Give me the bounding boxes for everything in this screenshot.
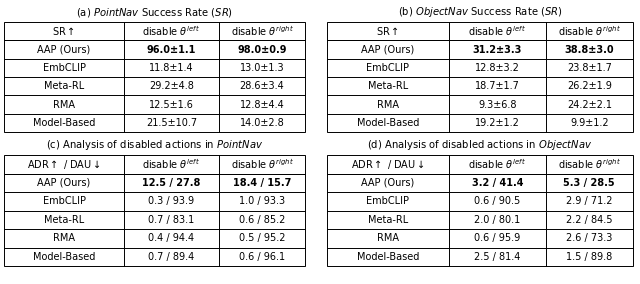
Text: Meta-RL: Meta-RL — [44, 81, 84, 91]
Text: 12.8±4.4: 12.8±4.4 — [239, 99, 284, 110]
Text: 12.5±1.6: 12.5±1.6 — [149, 99, 194, 110]
Text: 31.2±3.3: 31.2±3.3 — [472, 45, 522, 55]
Text: Model-Based: Model-Based — [33, 252, 95, 262]
Text: (d) Analysis of disabled actions in $\it{ObjectNav}$: (d) Analysis of disabled actions in $\it… — [367, 138, 593, 152]
Text: AAP (Ours): AAP (Ours) — [37, 45, 91, 55]
Text: 0.6 / 85.2: 0.6 / 85.2 — [239, 215, 285, 225]
Text: AAP (Ours): AAP (Ours) — [362, 45, 415, 55]
Text: RMA: RMA — [377, 233, 399, 243]
Text: 2.0 / 80.1: 2.0 / 80.1 — [474, 215, 520, 225]
Text: ADR$\uparrow$ / DAU$\downarrow$: ADR$\uparrow$ / DAU$\downarrow$ — [27, 158, 101, 171]
Text: 19.2±1.2: 19.2±1.2 — [475, 118, 520, 128]
Text: 12.5 / 27.8: 12.5 / 27.8 — [142, 178, 201, 188]
Text: (a) $\it{PointNav}$ Success Rate ($\it{SR}$): (a) $\it{PointNav}$ Success Rate ($\it{S… — [76, 6, 233, 19]
Text: 1.5 / 89.8: 1.5 / 89.8 — [566, 252, 612, 262]
Text: 9.9±1.2: 9.9±1.2 — [570, 118, 609, 128]
Text: Model-Based: Model-Based — [357, 118, 419, 128]
Text: 0.6 / 96.1: 0.6 / 96.1 — [239, 252, 285, 262]
Text: 29.2±4.8: 29.2±4.8 — [149, 81, 194, 91]
Text: 24.2±2.1: 24.2±2.1 — [567, 99, 612, 110]
Text: 2.2 / 84.5: 2.2 / 84.5 — [566, 215, 612, 225]
Text: 0.6 / 90.5: 0.6 / 90.5 — [474, 196, 520, 206]
Text: 2.9 / 71.2: 2.9 / 71.2 — [566, 196, 612, 206]
Text: 1.0 / 93.3: 1.0 / 93.3 — [239, 196, 285, 206]
Text: 21.5±10.7: 21.5±10.7 — [146, 118, 197, 128]
Text: EmbCLIP: EmbCLIP — [42, 196, 86, 206]
Text: (c) Analysis of disabled actions in $\it{PointNav}$: (c) Analysis of disabled actions in $\it… — [46, 138, 263, 152]
Text: 9.3±6.8: 9.3±6.8 — [478, 99, 516, 110]
Text: 0.7 / 89.4: 0.7 / 89.4 — [148, 252, 195, 262]
Text: RMA: RMA — [53, 233, 75, 243]
Text: disable $\theta^{right}$: disable $\theta^{right}$ — [230, 157, 294, 171]
Text: disable $\theta^{left}$: disable $\theta^{left}$ — [143, 24, 200, 38]
Text: 5.3 / 28.5: 5.3 / 28.5 — [563, 178, 615, 188]
Text: (b) $\it{ObjectNav}$ Success Rate ($\it{SR}$): (b) $\it{ObjectNav}$ Success Rate ($\it{… — [397, 5, 563, 19]
Text: 23.8±1.7: 23.8±1.7 — [567, 63, 612, 73]
Text: SR$\uparrow$: SR$\uparrow$ — [52, 25, 76, 37]
Text: 0.5 / 95.2: 0.5 / 95.2 — [239, 233, 285, 243]
Text: Meta-RL: Meta-RL — [44, 215, 84, 225]
Text: 11.8±1.4: 11.8±1.4 — [149, 63, 194, 73]
Text: EmbCLIP: EmbCLIP — [42, 63, 86, 73]
Text: 98.0±0.9: 98.0±0.9 — [237, 45, 287, 55]
Text: 0.4 / 94.4: 0.4 / 94.4 — [148, 233, 195, 243]
Text: disable $\theta^{left}$: disable $\theta^{left}$ — [143, 157, 200, 171]
Text: disable $\theta^{right}$: disable $\theta^{right}$ — [558, 24, 621, 38]
Text: 18.7±1.7: 18.7±1.7 — [475, 81, 520, 91]
Text: Meta-RL: Meta-RL — [368, 81, 408, 91]
Text: AAP (Ours): AAP (Ours) — [37, 178, 91, 188]
Text: 28.6±3.4: 28.6±3.4 — [239, 81, 284, 91]
Text: disable $\theta^{right}$: disable $\theta^{right}$ — [230, 24, 294, 38]
Text: 0.3 / 93.9: 0.3 / 93.9 — [148, 196, 195, 206]
Text: RMA: RMA — [53, 99, 75, 110]
Text: 26.2±1.9: 26.2±1.9 — [567, 81, 612, 91]
Text: disable $\theta^{right}$: disable $\theta^{right}$ — [558, 157, 621, 171]
Text: AAP (Ours): AAP (Ours) — [362, 178, 415, 188]
Text: RMA: RMA — [377, 99, 399, 110]
Text: 14.0±2.8: 14.0±2.8 — [239, 118, 284, 128]
Text: 12.8±3.2: 12.8±3.2 — [475, 63, 520, 73]
Text: 0.6 / 95.9: 0.6 / 95.9 — [474, 233, 520, 243]
Text: 96.0±1.1: 96.0±1.1 — [147, 45, 196, 55]
Text: EmbCLIP: EmbCLIP — [367, 63, 410, 73]
Text: ADR$\uparrow$ / DAU$\downarrow$: ADR$\uparrow$ / DAU$\downarrow$ — [351, 158, 425, 171]
Text: 2.6 / 73.3: 2.6 / 73.3 — [566, 233, 612, 243]
Text: Model-Based: Model-Based — [357, 252, 419, 262]
Text: 18.4 / 15.7: 18.4 / 15.7 — [233, 178, 291, 188]
Text: 0.7 / 83.1: 0.7 / 83.1 — [148, 215, 195, 225]
Text: EmbCLIP: EmbCLIP — [367, 196, 410, 206]
Text: disable $\theta^{left}$: disable $\theta^{left}$ — [468, 157, 526, 171]
Text: 3.2 / 41.4: 3.2 / 41.4 — [472, 178, 523, 188]
Text: disable $\theta^{left}$: disable $\theta^{left}$ — [468, 24, 526, 38]
Text: Model-Based: Model-Based — [33, 118, 95, 128]
Text: 2.5 / 81.4: 2.5 / 81.4 — [474, 252, 520, 262]
Text: SR$\uparrow$: SR$\uparrow$ — [376, 25, 399, 37]
Text: 13.0±1.3: 13.0±1.3 — [240, 63, 284, 73]
Text: Meta-RL: Meta-RL — [368, 215, 408, 225]
Text: 38.8±3.0: 38.8±3.0 — [564, 45, 614, 55]
